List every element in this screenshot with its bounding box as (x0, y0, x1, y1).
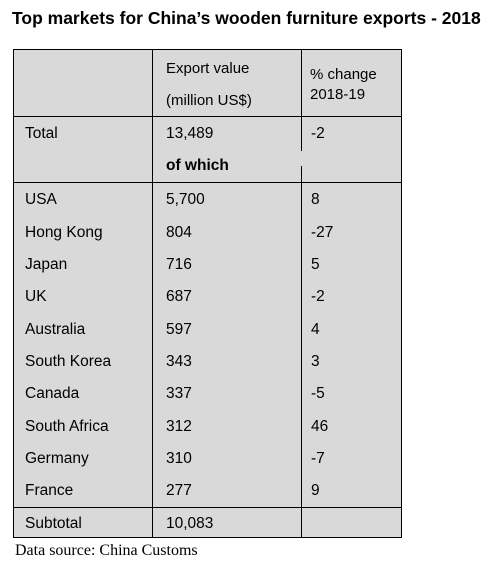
market-name: France (25, 482, 74, 499)
total-label: Total (25, 125, 58, 142)
market-value: 716 (166, 256, 192, 273)
market-name: South Korea (25, 353, 112, 370)
market-change: 5 (311, 256, 320, 273)
market-change: -7 (311, 450, 325, 467)
market-name: Germany (25, 450, 89, 467)
exports-table: Export value (million US$) % change 2018… (13, 49, 402, 538)
column-divider (301, 166, 302, 537)
row-divider (14, 182, 401, 183)
row-divider (14, 507, 401, 508)
market-name: Hong Kong (25, 224, 103, 241)
market-value: 277 (166, 482, 192, 499)
market-change: 46 (311, 418, 329, 435)
market-change: -5 (311, 385, 325, 402)
subtotal-value: 10,083 (166, 515, 214, 532)
page-title: Top markets for China’s wooden furniture… (12, 8, 481, 28)
row-divider (14, 116, 401, 117)
market-value: 597 (166, 321, 192, 338)
total-change: -2 (311, 125, 325, 142)
header-change-line2: 2018-19 (310, 86, 366, 103)
market-change: 3 (311, 353, 320, 370)
total-value: 13,489 (166, 125, 214, 142)
subtotal-label: Subtotal (25, 515, 82, 532)
header-change-line1: % change (310, 66, 377, 83)
column-divider (301, 50, 302, 151)
market-name: UK (25, 288, 47, 305)
market-name: Canada (25, 385, 80, 402)
market-value: 804 (166, 224, 192, 241)
market-change: 9 (311, 482, 320, 499)
market-value: 5,700 (166, 191, 205, 208)
market-value: 343 (166, 353, 192, 370)
market-change: 4 (311, 321, 320, 338)
market-change: -2 (311, 288, 325, 305)
market-value: 312 (166, 418, 192, 435)
market-value: 337 (166, 385, 192, 402)
market-change: 8 (311, 191, 320, 208)
of-which-label: of which (166, 157, 229, 174)
market-name: Australia (25, 321, 86, 338)
market-value: 687 (166, 288, 192, 305)
market-name: Japan (25, 256, 68, 273)
market-change: -27 (311, 224, 334, 241)
data-source-note: Data source: China Customs (15, 542, 198, 559)
header-export-value-line1: Export value (166, 60, 250, 77)
market-value: 310 (166, 450, 192, 467)
market-name: USA (25, 191, 57, 208)
header-export-value-line2: (million US$) (166, 92, 252, 109)
market-name: South Africa (25, 418, 109, 435)
column-divider (152, 50, 153, 537)
